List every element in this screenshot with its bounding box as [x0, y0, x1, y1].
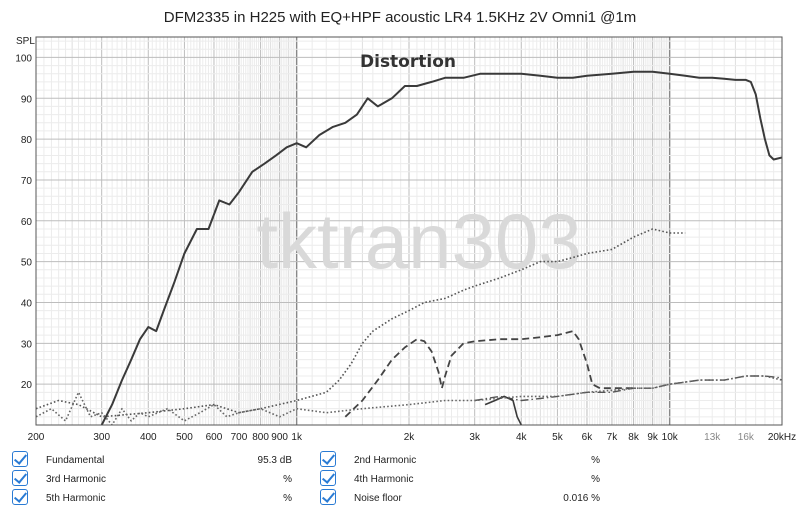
legend-value: % [591, 474, 600, 485]
series-lines [36, 70, 782, 425]
legend-item-5th-harmonic[interactable]: 5th Harmonic % [12, 489, 302, 508]
y-tick-label: 40 [21, 298, 33, 309]
legend-item-noise-floor[interactable]: Noise floor 0.016 % [320, 489, 610, 508]
x-tick-label: 700 [231, 432, 248, 443]
x-tick-label: 20kHz [768, 432, 796, 443]
y-tick-label: 80 [21, 135, 33, 146]
legend: Fundamental 95.3 dB 2nd Harmonic % 3rd H… [0, 448, 800, 512]
x-tick-label: 6k [582, 432, 594, 443]
y-tick-label: 50 [21, 258, 33, 269]
series-noise-floor [36, 375, 782, 425]
legend-label: 4th Harmonic [354, 474, 414, 485]
legend-label: 3rd Harmonic [46, 474, 107, 485]
y-tick-label: 60 [21, 217, 33, 228]
x-tick-label: 13k [704, 432, 721, 443]
y-tick-label: 100 [15, 53, 32, 64]
series-3rd-harmonic [344, 330, 634, 418]
series-fundamental [100, 70, 782, 425]
legend-value: 95.3 dB [257, 455, 292, 466]
2nd-harmonic-checkbox[interactable] [320, 451, 336, 467]
distortion-chart: DFM2335 in H225 with EQ+HPF acoustic LR4… [15, 9, 796, 443]
x-tick-label: 5k [552, 432, 564, 443]
x-tick-label: 3k [469, 432, 481, 443]
axis-ticks: 20 30 40 50 60 70 80 90 100 200 300 400 500 600 700 800… [15, 53, 796, 443]
legend-value: 0.016 % [563, 493, 600, 504]
4th-harmonic-checkbox[interactable] [320, 470, 336, 486]
legend-item-4th-harmonic[interactable]: 4th Harmonic % [320, 470, 610, 489]
x-tick-label: 2k [404, 432, 416, 443]
legend-label: Fundamental [46, 455, 105, 466]
x-tick-label: 16k [738, 432, 755, 443]
y-tick-label: 90 [21, 94, 33, 105]
3rd-harmonic-checkbox[interactable] [12, 470, 28, 486]
fundamental-checkbox[interactable] [12, 451, 28, 467]
x-tick-label: 4k [516, 432, 528, 443]
legend-label: 5th Harmonic [46, 493, 106, 504]
x-tick-label: 7k [607, 432, 619, 443]
panel-title: Distortion [360, 52, 456, 72]
series-2nd-harmonic [36, 228, 686, 418]
legend-item-2nd-harmonic[interactable]: 2nd Harmonic % [320, 451, 610, 470]
x-tick-label: 600 [206, 432, 223, 443]
noise-floor-checkbox[interactable] [320, 489, 336, 505]
legend-value: % [283, 493, 292, 504]
legend-item-3rd-harmonic[interactable]: 3rd Harmonic % [12, 470, 302, 489]
legend-label: 2nd Harmonic [354, 455, 417, 466]
series-5th-harmonic [484, 395, 523, 425]
chart-title: DFM2335 in H225 with EQ+HPF acoustic LR4… [164, 9, 637, 26]
watermark: tktran303 [256, 197, 581, 285]
legend-item-fundamental[interactable]: Fundamental 95.3 dB [12, 451, 302, 470]
plot-frame [35, 36, 783, 426]
y-tick-label: 20 [21, 380, 33, 391]
x-tick-label: 400 [140, 432, 157, 443]
x-tick-label: 8k [628, 432, 640, 443]
y-axis-label: SPL [16, 36, 35, 47]
y-tick-label: 70 [21, 176, 33, 187]
x-tick-label: 800 [252, 432, 269, 443]
y-tick-label: 30 [21, 339, 33, 350]
x-tick-label: 9k [647, 432, 659, 443]
x-tick-label: 10k [662, 432, 679, 443]
x-tick-label: 300 [93, 432, 110, 443]
x-tick-label: 900 [271, 432, 288, 443]
x-tick-label: 500 [176, 432, 193, 443]
5th-harmonic-checkbox[interactable] [12, 489, 28, 505]
legend-label: Noise floor [354, 493, 402, 504]
legend-value: % [283, 474, 292, 485]
x-tick-label: 200 [28, 432, 45, 443]
legend-value: % [591, 455, 600, 466]
x-tick-label: 1k [291, 432, 303, 443]
